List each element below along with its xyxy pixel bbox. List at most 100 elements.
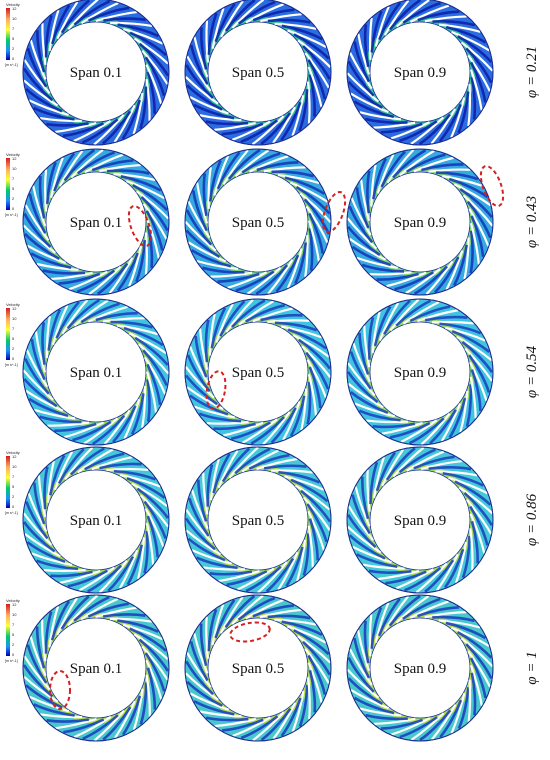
streamline xyxy=(72,420,112,442)
impeller-blade xyxy=(119,473,161,488)
impeller-blade xyxy=(366,469,371,512)
streamline xyxy=(367,317,375,360)
impeller-blade xyxy=(372,456,385,498)
impeller-blade xyxy=(390,121,431,140)
impeller-blade xyxy=(220,0,244,38)
streamline xyxy=(55,301,80,339)
impeller-blade xyxy=(420,459,463,471)
colorbar-tick: 7 xyxy=(12,622,15,627)
outer-rim xyxy=(22,0,170,146)
impeller-blade xyxy=(299,192,332,223)
streamline xyxy=(302,640,331,676)
impeller-blade xyxy=(282,401,301,441)
colorbar-tick: 2 xyxy=(12,494,15,499)
impeller-blade xyxy=(257,561,288,594)
streamline xyxy=(448,177,489,199)
streamline xyxy=(62,122,104,138)
impeller-blade xyxy=(73,119,112,143)
streamline xyxy=(194,335,208,378)
streamline xyxy=(366,170,371,214)
streamline xyxy=(348,534,386,560)
streamline xyxy=(399,716,438,739)
impeller-blade xyxy=(459,390,469,433)
impeller-blade xyxy=(56,1,79,40)
streamline xyxy=(408,417,445,445)
streamline xyxy=(363,620,370,664)
impeller-blade xyxy=(241,449,279,473)
colorbar-tick: 10 xyxy=(12,464,17,469)
impeller-blade xyxy=(347,505,375,541)
impeller-blade xyxy=(211,604,225,646)
impeller-blade xyxy=(450,626,490,647)
highlight-ellipse xyxy=(49,670,71,710)
streamline xyxy=(432,615,475,623)
contour-panel: Span 0.9 xyxy=(346,446,494,594)
impeller-blade xyxy=(144,232,148,275)
impeller-blade xyxy=(193,36,209,78)
impeller-blade xyxy=(141,386,147,429)
streamline xyxy=(368,569,412,574)
impeller-blade xyxy=(41,619,47,662)
streamline xyxy=(245,565,282,593)
streamline xyxy=(353,696,395,715)
impeller-blade xyxy=(405,268,441,295)
impeller-blade xyxy=(307,373,318,416)
streamline xyxy=(138,638,170,672)
outer-rim xyxy=(346,446,494,594)
streamline xyxy=(284,176,325,195)
impeller-blade xyxy=(83,417,119,445)
impeller-blade xyxy=(450,97,466,138)
impeller-blade xyxy=(245,3,285,24)
colorbar-tick: 10 xyxy=(12,316,17,321)
streamline xyxy=(25,501,49,540)
streamline xyxy=(129,627,167,652)
impeller-blade xyxy=(292,333,330,358)
impeller-blade xyxy=(132,92,144,135)
streamline xyxy=(380,150,406,188)
impeller-blade xyxy=(368,614,373,657)
streamline xyxy=(470,76,477,120)
impeller-blade xyxy=(424,15,467,23)
impeller-blade xyxy=(451,30,490,52)
impeller-blade xyxy=(450,693,466,734)
impeller-blade xyxy=(48,605,60,648)
impeller-blade xyxy=(410,712,445,741)
impeller-blade xyxy=(455,542,468,584)
streamline xyxy=(192,190,208,232)
contour-panel: Span 0.1 xyxy=(22,594,170,742)
impeller-blade xyxy=(431,320,474,325)
impeller-blade xyxy=(246,267,282,295)
streamline xyxy=(372,158,387,200)
impeller-blade xyxy=(381,448,405,487)
impeller-blade xyxy=(145,78,151,121)
impeller-blade xyxy=(99,163,141,173)
streamline xyxy=(290,478,329,503)
colorbar-tick: 0 xyxy=(12,206,15,211)
impeller-blade xyxy=(116,324,159,336)
impeller-blade xyxy=(395,0,430,28)
highlight-ellipse xyxy=(127,205,153,247)
streamline xyxy=(270,407,297,444)
streamline xyxy=(424,559,455,593)
streamline xyxy=(129,31,167,57)
impeller-blade xyxy=(202,472,209,515)
streamline xyxy=(252,604,294,618)
impeller-blade xyxy=(350,92,389,114)
streamline xyxy=(298,684,309,728)
streamline xyxy=(63,148,96,182)
streamline xyxy=(213,422,256,431)
impeller-blade xyxy=(214,717,257,728)
impeller-blade xyxy=(55,121,97,134)
streamline xyxy=(132,184,168,211)
streamline xyxy=(376,272,419,281)
streamline xyxy=(189,394,229,416)
impeller-blade xyxy=(47,421,90,427)
impeller-blade xyxy=(184,366,215,399)
streamline xyxy=(398,448,436,474)
streamline xyxy=(140,196,169,232)
impeller-blade xyxy=(231,120,271,141)
impeller-blade xyxy=(413,156,454,173)
streamline xyxy=(370,10,383,53)
